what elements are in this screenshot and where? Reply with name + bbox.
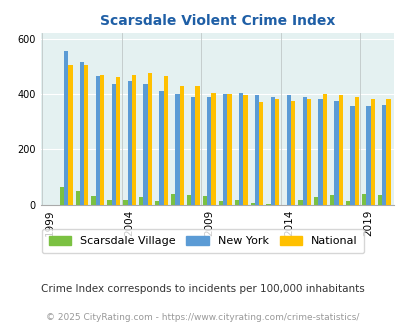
Bar [306,99,310,205]
Bar [329,195,334,205]
Bar [298,200,302,205]
Bar [132,75,136,205]
Bar [227,94,231,205]
Bar [243,95,247,205]
Bar [361,194,365,205]
Bar [143,84,147,205]
Bar [163,76,168,205]
Bar [186,195,191,205]
Bar [290,101,294,205]
Bar [195,85,199,205]
Bar [202,196,207,205]
Bar [365,106,370,205]
Bar [91,196,96,205]
Bar [318,99,322,205]
Bar [338,95,342,205]
Bar [313,197,318,205]
Bar [191,97,195,205]
Bar [302,97,306,205]
Bar [80,62,84,205]
Bar [127,82,132,205]
Bar [334,101,338,205]
Bar [175,94,179,205]
Title: Scarsdale Violent Crime Index: Scarsdale Violent Crime Index [99,14,334,28]
Bar [254,95,258,205]
Bar [377,195,381,205]
Bar [60,186,64,205]
Bar [84,65,88,205]
Bar [155,201,159,205]
Bar [75,191,80,205]
Bar [234,200,238,205]
Bar [258,102,263,205]
Bar [159,91,163,205]
Bar [381,105,386,205]
Bar [100,75,104,205]
Bar [147,73,152,205]
Bar [111,84,116,205]
Bar [96,76,100,205]
Bar [218,201,222,205]
Bar [354,97,358,205]
Bar [123,200,127,205]
Bar [345,201,350,205]
Bar [64,51,68,205]
Bar [68,65,72,205]
Bar [322,94,326,205]
Bar [370,99,374,205]
Bar [107,200,111,205]
Text: © 2025 CityRating.com - https://www.cityrating.com/crime-statistics/: © 2025 CityRating.com - https://www.city… [46,313,359,322]
Bar [270,97,274,205]
Bar [222,94,227,205]
Bar [116,77,120,205]
Bar [266,204,270,205]
Bar [386,99,390,205]
Bar [350,106,354,205]
Bar [171,193,175,205]
Text: Crime Index corresponds to incidents per 100,000 inhabitants: Crime Index corresponds to incidents per… [41,284,364,294]
Bar [238,92,243,205]
Bar [179,85,183,205]
Legend: Scarsdale Village, New York, National: Scarsdale Village, New York, National [42,229,363,253]
Bar [286,95,290,205]
Bar [207,97,211,205]
Bar [211,92,215,205]
Bar [139,197,143,205]
Bar [250,203,254,205]
Bar [274,99,279,205]
